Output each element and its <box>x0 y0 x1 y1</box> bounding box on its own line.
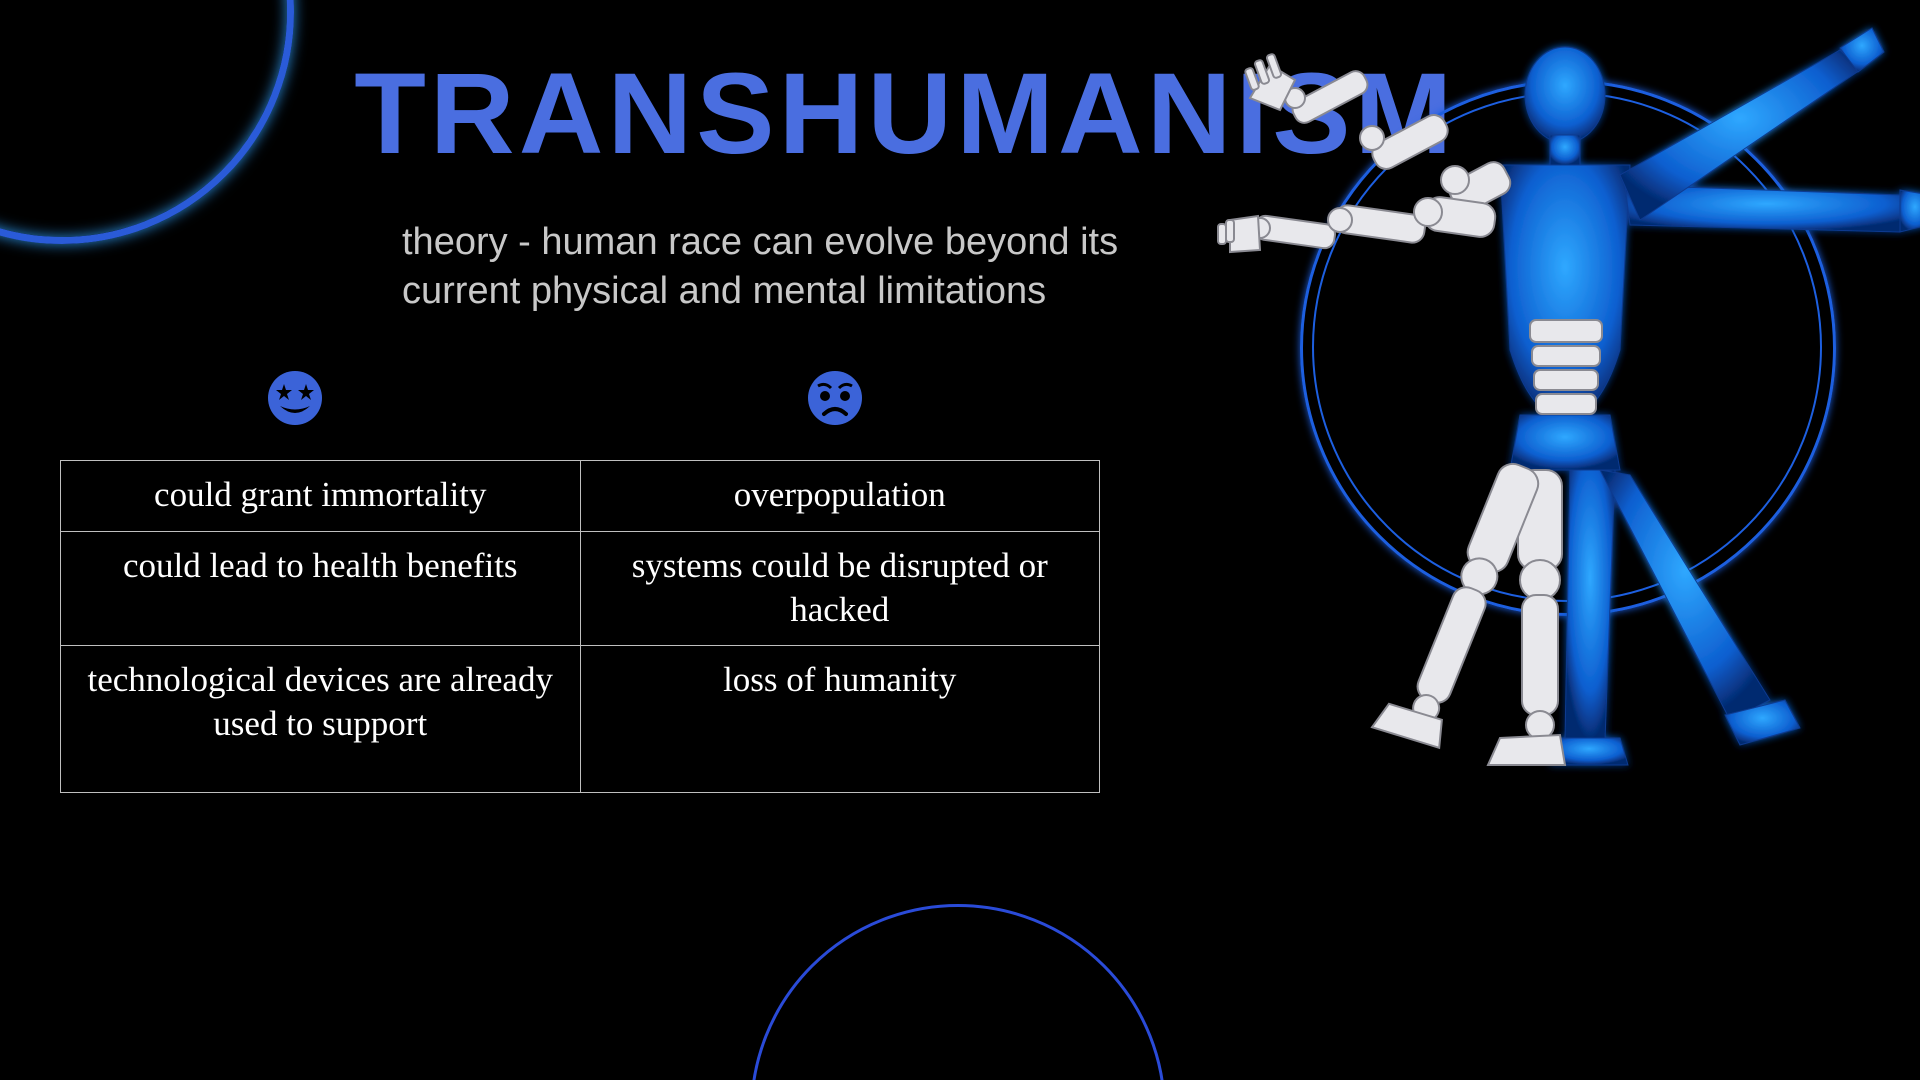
worried-face-icon <box>805 368 865 428</box>
decoration-circle-top-left <box>0 0 294 244</box>
slide: TRANSHUMANISM theory - human race can ev… <box>0 0 1920 1080</box>
table-cell-pro: could grant immortality <box>61 461 581 532</box>
decoration-circle-bottom <box>750 904 1166 1080</box>
pros-cons-table: could grant immortality overpopulation c… <box>60 460 1100 793</box>
vitruvian-transhuman-figure <box>1220 30 1910 750</box>
subtitle: theory - human race can evolve beyond it… <box>402 218 1162 317</box>
figure-svg <box>1200 20 1920 780</box>
table-cell-con: overpopulation <box>580 461 1100 532</box>
table-cell-pro: technological devices are already used t… <box>61 646 581 793</box>
star-eyes-icon <box>265 368 325 428</box>
table-cell-pro: could lead to health benefits <box>61 531 581 646</box>
table-row: could grant immortality overpopulation <box>61 461 1100 532</box>
table-row: technological devices are already used t… <box>61 646 1100 793</box>
table-cell-con: loss of humanity <box>580 646 1100 793</box>
table-cell-con: systems could be disrupted or hacked <box>580 531 1100 646</box>
table-row: could lead to health benefits systems co… <box>61 531 1100 646</box>
